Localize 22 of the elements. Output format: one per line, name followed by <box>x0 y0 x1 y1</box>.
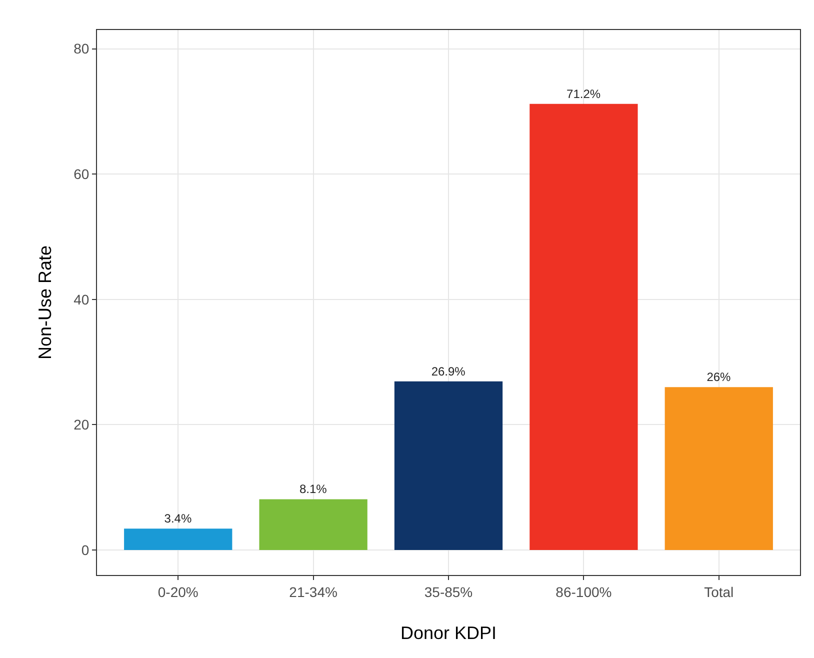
y-tick-label: 0 <box>81 542 90 558</box>
y-tick-label: 20 <box>74 416 90 433</box>
bar <box>259 499 368 550</box>
data-label: 71.2% <box>566 86 601 101</box>
x-tick-label: 21-34% <box>289 584 338 600</box>
x-axis-title: Donor KDPI <box>400 623 497 643</box>
bar <box>664 387 773 550</box>
bar <box>124 528 232 550</box>
x-tick-label: 35-85% <box>424 584 473 600</box>
y-tick-label: 80 <box>74 40 90 57</box>
data-label: 26.9% <box>431 364 466 378</box>
bar <box>530 104 638 550</box>
data-label: 8.1% <box>299 482 328 496</box>
data-label: 3.4% <box>164 512 192 526</box>
x-tick-label: 0-20% <box>158 584 198 600</box>
bar <box>394 381 503 550</box>
x-tick-label: Total <box>704 584 734 600</box>
y-axis-title: Non-Use Rate <box>35 245 55 360</box>
data-label: 26% <box>706 370 732 384</box>
y-tick-label: 40 <box>74 291 90 308</box>
x-tick-label: 86-100% <box>556 584 612 600</box>
y-tick-label: 60 <box>74 166 90 182</box>
